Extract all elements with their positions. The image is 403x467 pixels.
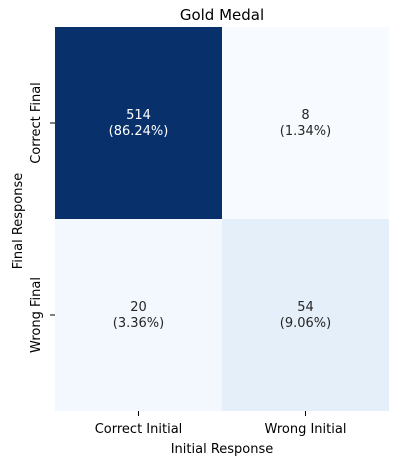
cell-annotation-r1-c0: 20 (3.36%): [113, 300, 164, 331]
y-tick-label-0: Correct Final: [29, 82, 44, 164]
axis-ticks: Correct Initial Wrong Initial Correct Fina…: [29, 82, 346, 437]
heatmap-cells: 514 (86.24%) 8 (1.34%) 20 (3.36%) 54 (9.06%): [55, 27, 389, 411]
heatmap-cell-r0-c1: [222, 27, 389, 219]
x-axis-label: Initial Response: [171, 442, 274, 457]
x-tick-label-0: Correct Initial: [95, 422, 183, 437]
x-tick-label-1: Wrong Initial: [265, 422, 347, 437]
y-tick-label-1: Wrong Final: [29, 277, 44, 353]
cell-annotation-r0-c1: 8 (1.34%): [280, 108, 331, 139]
y-axis-label: Final Response: [11, 173, 26, 270]
heatmap-cell-r0-c0: [55, 27, 222, 219]
cell-annotation-r0-c0: 514 (86.24%): [109, 108, 169, 139]
heatmap-cell-r1-c0: [55, 219, 222, 411]
cell-annotation-r1-c1: 54 (9.06%): [280, 300, 331, 331]
heatmap-cell-r1-c1: [222, 219, 389, 411]
chart-title: Gold Medal: [180, 6, 264, 24]
